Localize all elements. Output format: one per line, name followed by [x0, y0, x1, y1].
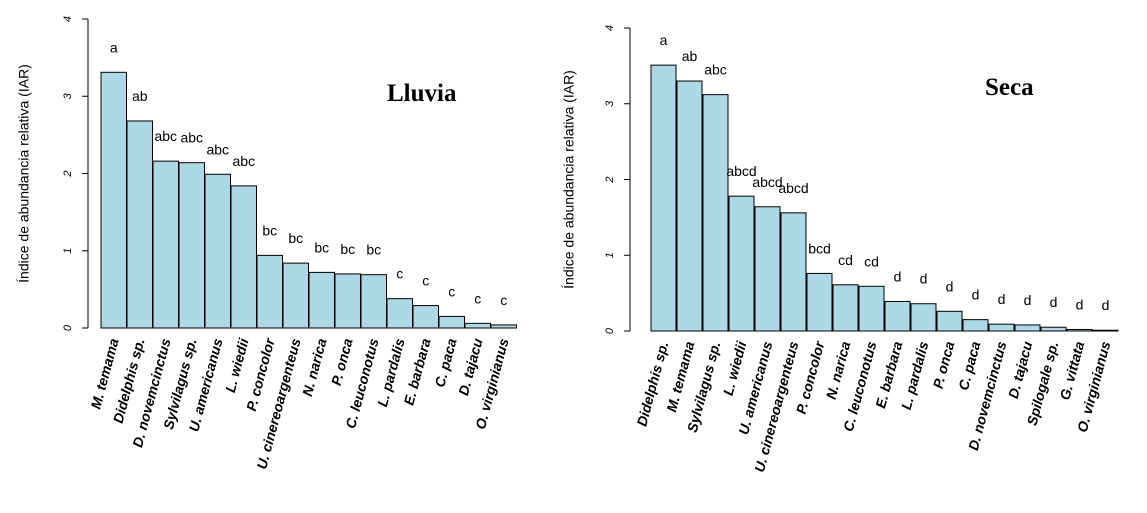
y-tick-label: 0 — [604, 327, 616, 334]
group-letter: abc — [232, 153, 255, 169]
group-letter: abcd — [726, 163, 756, 179]
group-letter: a — [110, 39, 118, 55]
chart-title: Lluvia — [387, 80, 457, 107]
bar — [702, 94, 729, 332]
category-label: L. wiedii — [222, 336, 252, 395]
y-tick-label: 1 — [62, 248, 74, 254]
category-label: L. wiedii — [720, 339, 750, 398]
bar — [858, 285, 885, 332]
category-label: D. tajacu — [455, 336, 486, 397]
group-letter: abc — [206, 141, 229, 157]
group-letter: d — [1024, 292, 1032, 308]
group-letter: d — [894, 268, 902, 284]
group-letter: d — [946, 278, 954, 294]
bar — [988, 323, 1015, 332]
category-label: C. paca — [431, 336, 459, 388]
bar — [1066, 328, 1093, 332]
category-label: N. narica — [299, 336, 330, 397]
bar — [386, 298, 413, 329]
group-letter: abc — [154, 128, 177, 144]
bar — [1040, 326, 1067, 332]
group-letter: ab — [132, 88, 148, 104]
group-letter: ab — [682, 48, 698, 64]
group-letter: bcd — [808, 240, 831, 256]
bar — [100, 71, 127, 329]
group-letter: d — [972, 287, 980, 303]
group-letter: bc — [340, 241, 355, 257]
bar — [962, 319, 989, 332]
group-letter: abc — [704, 62, 727, 78]
group-letter: abc — [180, 130, 203, 146]
category-label: G. vittata — [1056, 339, 1087, 401]
bar — [832, 284, 859, 332]
y-tick-label: 4 — [604, 25, 616, 31]
bar — [152, 160, 179, 329]
y-tick-label: 3 — [62, 92, 74, 99]
chart-title: Seca — [985, 74, 1034, 101]
bar — [1092, 329, 1119, 332]
group-letter: d — [998, 291, 1006, 307]
bar — [334, 273, 361, 329]
group-letter: abcd — [752, 174, 782, 190]
y-tick-label: 2 — [62, 170, 74, 177]
y-tick-label: 4 — [62, 16, 74, 22]
group-letter: bc — [366, 242, 381, 258]
y-axis-label: Índice de abundancia relativa (IAR) — [561, 70, 577, 289]
group-letter: cd — [838, 252, 853, 268]
group-letter: bc — [314, 239, 329, 255]
bar — [178, 162, 205, 329]
bar — [412, 305, 439, 329]
category-label: N. narica — [823, 339, 854, 400]
y-tick-label: 0 — [62, 324, 74, 331]
bar — [806, 272, 833, 332]
bar — [126, 120, 153, 329]
group-letter: a — [660, 32, 668, 48]
group-letter: cd — [864, 253, 879, 269]
category-label: P. onca — [328, 336, 356, 387]
category-label: Didelphis sp. — [633, 340, 671, 428]
bar — [910, 303, 937, 332]
category-label: C. paca — [955, 339, 983, 391]
group-letter: c — [474, 290, 481, 306]
bar — [650, 64, 677, 332]
group-letter: abcd — [778, 180, 808, 196]
group-letter: d — [1102, 297, 1110, 313]
group-letter: c — [448, 283, 455, 299]
bar — [360, 274, 387, 329]
bar — [754, 206, 781, 332]
group-letter: bc — [288, 230, 303, 246]
category-label: D. tajacu — [1005, 339, 1036, 400]
bar — [308, 271, 335, 329]
bar — [204, 173, 231, 329]
group-letter: c — [396, 266, 403, 282]
group-letter: d — [920, 271, 928, 287]
bar — [490, 324, 517, 329]
y-tick-label: 3 — [604, 100, 616, 107]
bar — [780, 212, 807, 332]
category-label: P. onca — [930, 339, 958, 390]
bar — [256, 254, 283, 329]
y-tick-label: 1 — [604, 252, 616, 258]
bar — [728, 195, 755, 332]
bar — [282, 262, 309, 329]
bar — [676, 80, 703, 332]
group-letter: d — [1076, 296, 1084, 312]
bar — [464, 322, 491, 329]
group-letter: bc — [262, 222, 277, 238]
bar — [884, 300, 911, 332]
bar — [438, 315, 465, 329]
group-letter: c — [500, 292, 507, 308]
bar — [230, 185, 257, 329]
y-axis-label: Índice de abundancia relativa (IAR) — [16, 64, 32, 283]
group-letter: d — [1050, 294, 1058, 310]
y-tick-label: 2 — [604, 176, 616, 183]
group-letter: c — [422, 273, 429, 289]
bar — [1014, 324, 1041, 332]
bar — [936, 310, 963, 332]
